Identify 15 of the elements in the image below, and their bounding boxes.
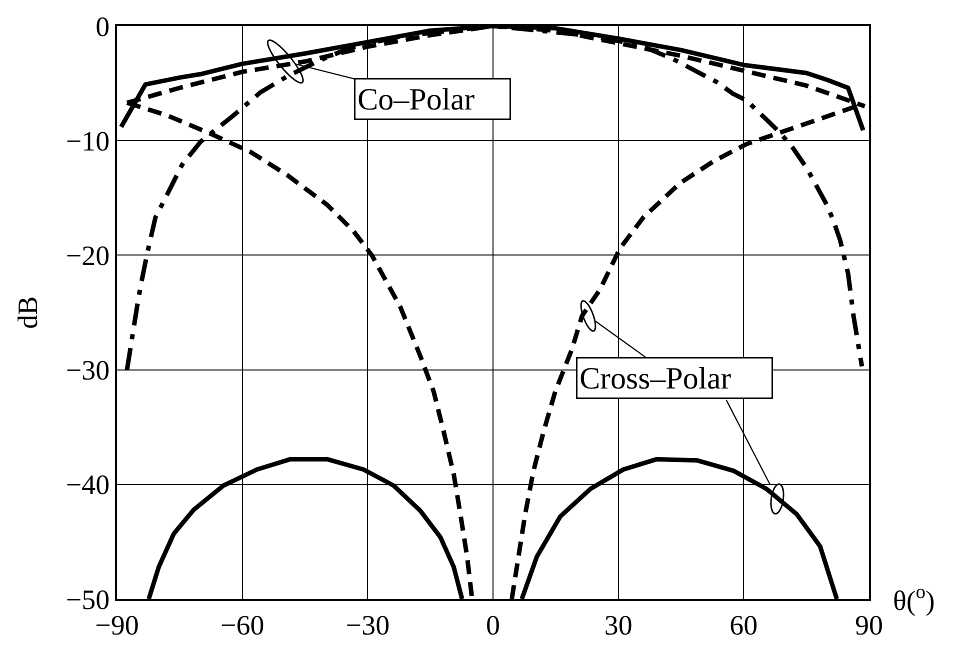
y-axis-title: dB [13, 296, 44, 329]
x-tick-label: 0 [486, 610, 500, 642]
y-tick-label: −20 [66, 241, 110, 272]
y-tick-label: −10 [66, 126, 110, 158]
annotation: Co–Polar [358, 82, 476, 116]
annotation: Cross–Polar [580, 360, 732, 396]
x-tick-label: −60 [220, 610, 264, 642]
y-tick-label: 0 [96, 12, 110, 43]
x-tick-label: 60 [730, 610, 758, 642]
y-tick-label: −30 [66, 356, 110, 387]
y-tick-label: −40 [66, 470, 110, 502]
x-axis-title: θ($^{o}$) [893, 582, 935, 617]
x-tick-label: 30 [604, 610, 632, 642]
x-tick-label: 90 [855, 610, 883, 642]
x-tick-label: −30 [346, 610, 390, 642]
